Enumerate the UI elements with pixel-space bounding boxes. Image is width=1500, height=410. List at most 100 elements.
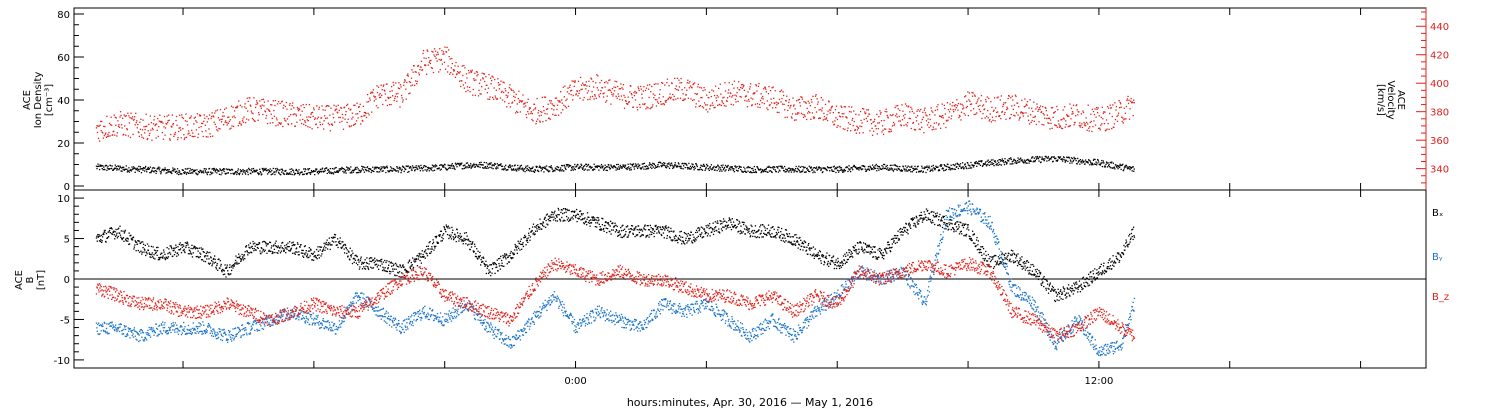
bx-point — [461, 240, 463, 242]
velocity-point — [801, 96, 803, 99]
bx-point — [279, 247, 281, 249]
velocity-point — [594, 95, 596, 97]
bx-point — [271, 252, 273, 255]
velocity-point — [622, 88, 624, 90]
velocity-point — [303, 106, 305, 109]
density-point — [510, 168, 513, 170]
density-point — [383, 167, 385, 170]
velocity-point — [399, 84, 402, 86]
bx-point — [303, 252, 305, 255]
velocity-point — [1002, 103, 1005, 106]
velocity-point — [164, 127, 167, 129]
density-point — [790, 171, 793, 173]
velocity-point — [667, 97, 670, 100]
velocity-point — [528, 108, 530, 110]
velocity-point — [704, 104, 707, 106]
velocity-point — [691, 87, 693, 89]
density-point — [468, 166, 471, 168]
density-point — [482, 164, 484, 166]
density-point — [1005, 161, 1007, 164]
density-point — [273, 171, 276, 173]
velocity-point — [411, 84, 414, 86]
density-point — [889, 167, 891, 170]
bx-point — [386, 270, 389, 273]
velocity-point — [1128, 99, 1130, 101]
density-point — [264, 168, 267, 171]
velocity-point — [113, 114, 115, 116]
velocity-point — [1103, 111, 1105, 113]
density-point — [900, 170, 902, 172]
bx-point — [302, 249, 304, 252]
velocity-point — [776, 104, 778, 106]
density-point — [528, 166, 530, 169]
velocity-point — [823, 115, 826, 118]
density-point — [650, 164, 652, 166]
velocity-point — [1016, 102, 1019, 104]
bx-point — [481, 257, 483, 259]
velocity-point — [386, 83, 388, 85]
velocity-point — [1118, 106, 1121, 109]
density-point — [821, 171, 823, 174]
bx-point — [398, 271, 401, 273]
density-point — [678, 163, 680, 165]
velocity-point — [105, 132, 107, 134]
top-ylabel-left-line1: ACE — [22, 90, 33, 110]
bottom-ylabel-line1: ACE — [14, 270, 25, 290]
velocity-point — [898, 115, 900, 118]
velocity-point — [798, 98, 800, 101]
velocity-point — [139, 121, 141, 123]
bx-point — [99, 240, 102, 243]
density-point — [975, 160, 977, 163]
density-point — [685, 163, 687, 165]
density-point — [1102, 162, 1104, 164]
velocity-point — [980, 94, 983, 97]
velocity-point — [987, 117, 989, 119]
density-point — [444, 164, 446, 166]
velocity-point — [433, 48, 436, 50]
velocity-point — [830, 109, 832, 111]
velocity-point — [1107, 122, 1109, 125]
bx-point — [173, 247, 175, 249]
bx-point — [254, 242, 256, 244]
bx-point — [340, 247, 343, 249]
velocity-point — [515, 112, 517, 114]
density-point — [908, 169, 910, 171]
density-point — [753, 165, 755, 168]
density-point — [686, 166, 688, 169]
density-point — [1105, 163, 1107, 166]
density-point — [965, 165, 967, 168]
density-point — [866, 169, 868, 171]
density-point — [1061, 158, 1063, 160]
density-point — [869, 166, 872, 168]
density-point — [145, 165, 147, 168]
density-point — [874, 168, 876, 170]
density-point — [1079, 159, 1082, 161]
velocity-point — [487, 98, 489, 100]
bx-point — [173, 253, 176, 256]
velocity-point — [1102, 112, 1105, 114]
density-point — [424, 169, 426, 171]
bx-point — [443, 225, 445, 228]
density-point — [525, 165, 527, 167]
velocity-point — [1054, 124, 1056, 126]
velocity-point — [954, 109, 956, 111]
density-point — [1031, 157, 1033, 159]
velocity-point — [256, 103, 259, 105]
bx-point — [263, 240, 265, 243]
velocity-point — [254, 106, 257, 109]
velocity-point — [278, 122, 281, 124]
velocity-point — [405, 98, 407, 100]
density-point — [136, 167, 138, 169]
velocity-point — [895, 105, 897, 107]
velocity-point — [932, 126, 934, 128]
density-point — [947, 166, 950, 168]
bx-point — [143, 248, 146, 250]
density-point — [573, 166, 575, 168]
bx-point — [332, 237, 334, 239]
velocity-point — [238, 100, 240, 102]
density-point — [568, 164, 570, 166]
bx-point — [403, 266, 405, 268]
density-point — [319, 168, 322, 170]
density-point — [812, 167, 815, 169]
bx-point — [463, 237, 465, 240]
